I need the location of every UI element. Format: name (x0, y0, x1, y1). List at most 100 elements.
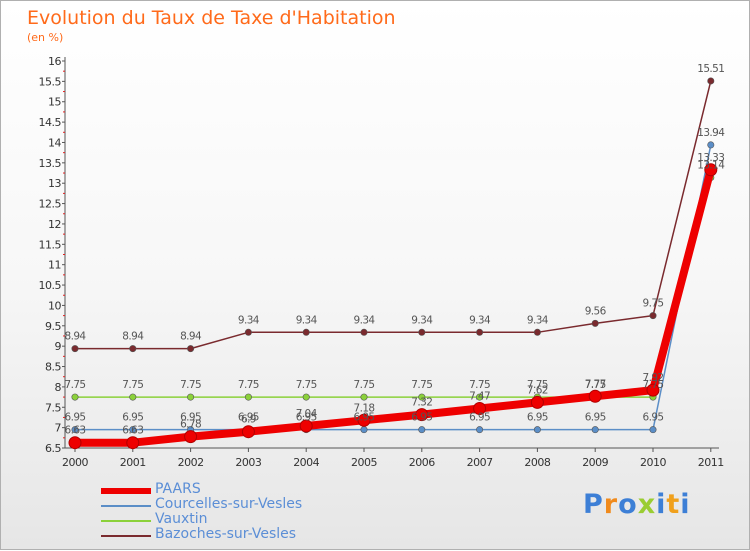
data-label: 7.75 (469, 379, 490, 391)
logo-letter: t (666, 489, 681, 520)
y-tick-label: 13 (48, 177, 61, 190)
legend-swatch (101, 535, 151, 537)
y-tick-label: 12 (48, 218, 61, 231)
legend-label: Courcelles-sur-Vesles (155, 496, 303, 512)
data-label: 6.9 (241, 414, 256, 426)
data-point (187, 345, 195, 353)
legend-swatch (101, 488, 151, 494)
data-label: 8.94 (122, 331, 144, 343)
data-label: 6.95 (469, 412, 490, 424)
data-label: 13.33 (697, 152, 724, 164)
data-label: 6.95 (296, 412, 317, 424)
data-point (68, 436, 82, 450)
data-point (473, 401, 487, 415)
logo-letter: o (618, 489, 638, 520)
data-label: 7.75 (238, 379, 259, 391)
data-label: 9.34 (296, 314, 318, 326)
data-label: 6.63 (65, 425, 86, 437)
data-label: 13.94 (697, 127, 725, 139)
x-tick-label: 2005 (351, 456, 377, 469)
y-tick-label: 15.5 (39, 75, 62, 88)
y-tick-label: 8.5 (45, 361, 61, 374)
logo-letter: i (680, 489, 691, 520)
data-point (360, 393, 368, 401)
data-point (184, 430, 198, 444)
data-point (244, 393, 252, 401)
x-tick-label: 2010 (640, 456, 666, 469)
data-label: 6.95 (65, 412, 86, 424)
data-point (357, 413, 371, 427)
data-label: 7.75 (65, 379, 86, 391)
data-point (704, 163, 718, 177)
data-point (646, 383, 660, 397)
y-tick-label: 9.5 (45, 320, 61, 333)
logo-letter: P (583, 489, 604, 520)
data-point (129, 426, 137, 434)
data-point (360, 328, 368, 336)
data-label: 7.92 (643, 372, 664, 384)
y-tick-label: 9 (55, 340, 62, 353)
data-point (649, 312, 657, 320)
chart-title: Evolution du Taux de Taxe d'Habitation (27, 7, 396, 29)
data-label: 9.75 (643, 298, 664, 310)
logo-letter: x (637, 489, 657, 520)
data-point (244, 328, 252, 336)
y-tick-label: 14.5 (39, 116, 62, 129)
y-tick-label: 12.5 (39, 198, 62, 211)
x-tick-label: 2002 (178, 456, 204, 469)
data-point (476, 328, 484, 336)
data-point (71, 393, 79, 401)
y-tick-label: 7.5 (45, 401, 61, 414)
data-label: 6.95 (122, 412, 143, 424)
data-point (71, 345, 79, 353)
data-label: 8.94 (180, 331, 202, 343)
logo-letter: r (603, 489, 619, 520)
data-point (591, 426, 599, 434)
data-point (418, 426, 426, 434)
data-point (126, 436, 140, 450)
data-label: 6.95 (180, 412, 201, 424)
logo-letter: i (656, 489, 667, 520)
data-label: 9.34 (238, 314, 260, 326)
x-tick-label: 2009 (582, 456, 608, 469)
legend-swatch (101, 520, 151, 522)
x-tick-label: 2011 (698, 456, 724, 469)
data-point (418, 328, 426, 336)
x-tick-label: 2007 (467, 456, 493, 469)
data-label: 7.32 (411, 397, 432, 409)
data-label: 7.75 (527, 379, 548, 391)
legend-swatch (101, 505, 151, 507)
data-point (302, 393, 310, 401)
data-point (360, 426, 368, 434)
x-tick-label: 2000 (62, 456, 88, 469)
data-label: 15.51 (697, 63, 724, 75)
data-label: 9.34 (354, 314, 376, 326)
data-label: 6.95 (354, 412, 375, 424)
data-point (187, 393, 195, 401)
data-label: 7.77 (585, 378, 606, 390)
data-label: 7.75 (122, 379, 143, 391)
legend-label: Vauxtin (155, 511, 208, 527)
data-label: 6.95 (238, 412, 259, 424)
data-label: 7.47 (469, 390, 490, 402)
data-point (707, 141, 715, 149)
data-label: 7.18 (354, 402, 375, 414)
data-label: 7.75 (411, 379, 432, 391)
data-label: 7.04 (296, 408, 318, 420)
data-label: 7.75 (296, 379, 317, 391)
y-tick-label: 7 (55, 422, 62, 435)
x-tick-label: 2004 (293, 456, 319, 469)
data-label: 7.75 (643, 379, 664, 391)
data-point (418, 393, 426, 401)
data-label: 6.95 (643, 412, 664, 424)
data-point (588, 389, 602, 403)
x-tick-label: 2008 (524, 456, 550, 469)
data-point (299, 419, 313, 433)
x-tick-label: 2001 (120, 456, 146, 469)
legend-label: Bazoches-sur-Vesles (155, 526, 297, 542)
data-point (591, 319, 599, 327)
y-tick-label: 15 (48, 96, 61, 109)
y-tick-label: 16 (48, 55, 61, 68)
data-label: 13.14 (697, 160, 725, 172)
